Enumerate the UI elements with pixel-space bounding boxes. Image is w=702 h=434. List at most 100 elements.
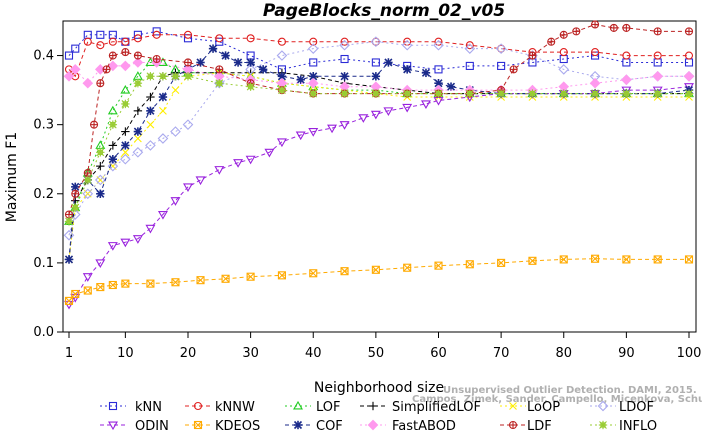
data-point-ldf: [183, 58, 193, 67]
x-tick-label: 20: [180, 346, 197, 361]
data-point-ldof: [63, 229, 75, 241]
y-axis-label: Maximum F1: [4, 132, 20, 222]
data-point-kdeos: [108, 280, 117, 290]
data-point-inflo: [340, 89, 349, 98]
data-point-odin: [145, 224, 156, 234]
data-point-inflo: [108, 120, 118, 129]
series-layer: [63, 20, 695, 310]
data-point-knn: [340, 54, 349, 64]
data-point-kdeos: [497, 258, 506, 267]
data-point-knn: [434, 65, 443, 74]
data-point-knnw: [340, 37, 349, 46]
data-point-ldf: [102, 65, 111, 74]
data-point-ldof: [276, 50, 288, 61]
legend-marker-kdeos: [193, 420, 203, 430]
legend-item-odin: ODIN: [100, 419, 169, 434]
data-point-knn: [64, 51, 74, 60]
data-point-knnw: [434, 37, 443, 46]
data-point-inflo: [434, 89, 443, 98]
data-point-cof: [96, 189, 105, 198]
x-tick-label: 60: [430, 346, 447, 361]
data-point-inflo: [622, 89, 631, 98]
series-line-kdeos: [68, 258, 689, 302]
data-point-simplifiedlof: [96, 161, 105, 171]
data-point-loop: [133, 134, 142, 143]
data-point-inflo: [171, 72, 180, 81]
data-point-fastabod: [82, 77, 94, 89]
legend-item-kdeos: KDEOS: [185, 419, 260, 434]
y-tick-label: 0.3: [33, 118, 54, 133]
data-point-cof: [133, 127, 143, 136]
data-point-ldof: [120, 153, 131, 165]
data-point-cof: [108, 155, 118, 164]
data-point-cof: [221, 51, 230, 60]
series-loop: [65, 68, 693, 264]
data-point-ldf: [152, 54, 161, 64]
data-point-odin: [183, 183, 193, 192]
data-point-kdeos: [277, 271, 286, 280]
data-point-inflo: [71, 203, 80, 212]
data-point-odin: [264, 148, 275, 158]
data-point-inflo: [496, 89, 506, 98]
data-point-ldf: [528, 51, 537, 60]
data-point-kdeos: [465, 260, 474, 269]
data-point-ldf: [71, 189, 80, 198]
series-kdeos: [64, 254, 694, 305]
data-point-inflo: [133, 79, 143, 88]
data-point-knn: [96, 30, 105, 39]
data-point-inflo: [64, 217, 74, 226]
data-point-cof: [121, 141, 130, 150]
data-point-ldof: [464, 43, 476, 54]
data-point-kdeos: [196, 276, 205, 285]
legend-marker-knn: [108, 401, 118, 411]
data-point-ldof: [82, 188, 94, 200]
series-inflo: [64, 72, 694, 226]
data-point-kdeos: [121, 279, 130, 288]
data-point-ldof: [495, 43, 507, 54]
data-point-kdeos: [171, 278, 180, 287]
data-point-inflo: [158, 72, 168, 81]
x-tick-label: 30: [242, 346, 259, 361]
data-point-knn: [465, 61, 474, 70]
data-point-knnw: [559, 48, 568, 57]
data-point-loop: [171, 86, 180, 95]
data-point-odin: [195, 176, 206, 186]
legend-marker-fastabod: [367, 419, 379, 431]
data-point-knnw: [246, 34, 255, 43]
data-point-knnw: [309, 37, 318, 46]
legend-label-ldof: LDOF: [619, 400, 654, 415]
data-point-fastabod: [69, 64, 81, 75]
legend-item-fastabod: FastABOD: [360, 419, 456, 434]
data-point-kdeos: [309, 269, 318, 278]
data-point-ldof: [94, 174, 106, 186]
data-point-kdeos: [71, 289, 80, 299]
data-point-knnw: [83, 37, 92, 46]
data-point-kdeos: [528, 256, 537, 265]
data-point-ldf: [559, 30, 568, 39]
data-point-fastabod: [63, 70, 75, 82]
data-point-knnw: [684, 51, 694, 60]
legend: kNN kNNW LOF SimplifiedLOF LoOP LDOF ODIN KDEOS…: [100, 400, 657, 434]
data-point-inflo: [590, 89, 600, 98]
legend-label-simplifiedlof: SimplifiedLOF: [392, 400, 481, 415]
data-point-knnw: [277, 37, 286, 46]
data-point-loop: [146, 120, 155, 129]
data-point-kdeos: [146, 279, 155, 288]
data-point-ldf: [572, 27, 581, 36]
legend-item-cof: COF: [285, 419, 343, 434]
data-point-ldof: [157, 133, 169, 144]
data-point-kdeos: [591, 254, 600, 263]
series-ldof: [63, 36, 695, 241]
x-tick-label: 10: [117, 346, 134, 361]
data-point-ldf: [509, 65, 518, 74]
data-point-knn: [309, 58, 318, 67]
data-point-ldof: [213, 77, 225, 89]
y-tick-label: 0.4: [33, 49, 54, 64]
legend-label-knnw: kNNW: [215, 400, 255, 415]
data-point-cof: [64, 255, 74, 264]
data-point-odin: [107, 242, 118, 251]
data-point-ldf: [96, 79, 105, 88]
data-point-cof: [421, 68, 431, 78]
legend-item-inflo: INFLO: [590, 419, 657, 434]
